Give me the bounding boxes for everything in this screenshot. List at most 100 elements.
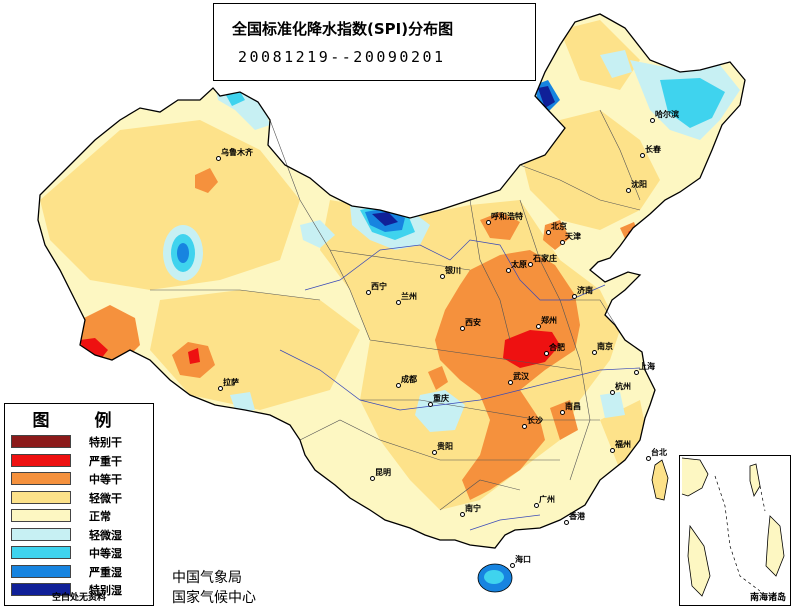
city-label: 南京 (597, 342, 613, 351)
agency-name: 中国气象局 (172, 570, 242, 586)
city-dot (218, 386, 223, 391)
city-label: 合肥 (549, 343, 565, 352)
legend-label: 正常 (89, 510, 111, 523)
city-dot (534, 503, 539, 508)
legend-label: 特别干 (89, 436, 122, 449)
legend-label: 严重湿 (89, 565, 122, 579)
legend-swatch (11, 435, 71, 448)
legend-row: 轻微干 (11, 490, 151, 506)
city-dot (650, 118, 655, 123)
city-dot (528, 262, 533, 267)
city-dot (432, 450, 437, 455)
city-dot (564, 520, 569, 525)
legend-label: 中等干 (89, 473, 122, 486)
city-label: 乌鲁木齐 (221, 148, 253, 157)
city-label: 哈尔滨 (655, 110, 679, 119)
agency-center: 国家气候中心 (172, 590, 256, 606)
city-dot (592, 350, 597, 355)
south-china-sea-inset: 南海诸岛 (679, 455, 791, 606)
legend-label: 轻微湿 (89, 528, 122, 542)
city-dot (536, 324, 541, 329)
city-label: 贵阳 (437, 442, 453, 451)
city-dot (510, 563, 515, 568)
map-period: 20081219--20090201 (238, 48, 446, 66)
city-label: 南昌 (565, 402, 581, 411)
legend-row: 严重干 (11, 453, 151, 469)
map-title: 全国标准化降水指数(SPI)分布图 (232, 20, 454, 38)
city-label: 天津 (565, 232, 581, 241)
legend-label: 轻微干 (89, 491, 122, 505)
city-label: 昆明 (375, 468, 391, 477)
city-label: 福州 (615, 440, 631, 449)
city-label: 武汉 (513, 372, 529, 381)
city-dot (216, 156, 221, 161)
inset-map (681, 457, 785, 597)
legend-swatch (11, 509, 71, 522)
city-label: 杭州 (615, 382, 631, 391)
city-dot (546, 230, 551, 235)
city-label: 拉萨 (223, 378, 239, 387)
city-label: 香港 (569, 512, 585, 521)
city-label: 上海 (639, 362, 655, 371)
legend-swatch (11, 490, 71, 504)
city-dot (626, 188, 631, 193)
city-label: 成都 (401, 375, 417, 384)
legend-swatch (11, 564, 71, 578)
legend-swatch (11, 583, 71, 596)
legend-label: 中等湿 (89, 547, 122, 560)
city-dot (428, 402, 433, 407)
city-dot (646, 456, 651, 461)
city-dot (370, 476, 375, 481)
inset-label: 南海诸岛 (749, 593, 786, 603)
legend-row: 特别干 (11, 434, 151, 450)
legend-title: 图 例 (32, 411, 126, 431)
city-label: 长春 (645, 145, 661, 154)
legend-swatch (11, 527, 71, 541)
city-label: 长沙 (527, 416, 543, 425)
city-dot (610, 448, 615, 453)
city-label: 广州 (539, 495, 555, 504)
legend-label: 特别湿 (89, 584, 122, 597)
city-label: 西宁 (371, 282, 387, 291)
city-dot (544, 351, 549, 356)
city-dot (460, 512, 465, 517)
legend-swatch (11, 453, 71, 467)
city-dot (508, 380, 513, 385)
city-label: 重庆 (433, 394, 449, 403)
city-label: 兰州 (401, 292, 417, 301)
legend-row: 轻微湿 (11, 527, 151, 543)
city-dot (396, 300, 401, 305)
city-dot (560, 240, 565, 245)
city-dot (634, 370, 639, 375)
city-dot (610, 390, 615, 395)
legend-row: 特别湿 (11, 582, 151, 598)
city-label: 沈阳 (631, 180, 647, 189)
city-label: 呼和浩特 (491, 212, 523, 221)
city-label: 西安 (465, 318, 481, 327)
city-label: 石家庄 (533, 254, 557, 263)
city-label: 太原 (511, 260, 527, 269)
city-dot (640, 153, 645, 158)
city-label: 台北 (651, 448, 667, 457)
legend-row: 中等干 (11, 471, 151, 487)
city-dot (366, 290, 371, 295)
legend-row: 严重湿 (11, 564, 151, 580)
city-label: 郑州 (541, 316, 557, 325)
legend-swatch (11, 472, 71, 485)
city-dot (560, 410, 565, 415)
city-label: 济南 (577, 286, 593, 295)
legend-row: 正常 (11, 508, 151, 524)
city-dot (460, 326, 465, 331)
legend-note: 空白处无资料 (51, 593, 106, 603)
city-label: 海口 (515, 555, 531, 564)
city-dot (572, 294, 577, 299)
city-label: 银川 (445, 266, 461, 275)
legend-row: 中等湿 (11, 545, 151, 561)
legend-label: 严重干 (89, 454, 122, 468)
legend: 图 例 特别干严重干中等干轻微干正常轻微湿中等湿严重湿特别湿 空白处无资料 (4, 403, 154, 606)
city-dot (506, 268, 511, 273)
city-label: 南宁 (465, 504, 481, 513)
city-dot (486, 220, 491, 225)
city-dot (522, 424, 527, 429)
